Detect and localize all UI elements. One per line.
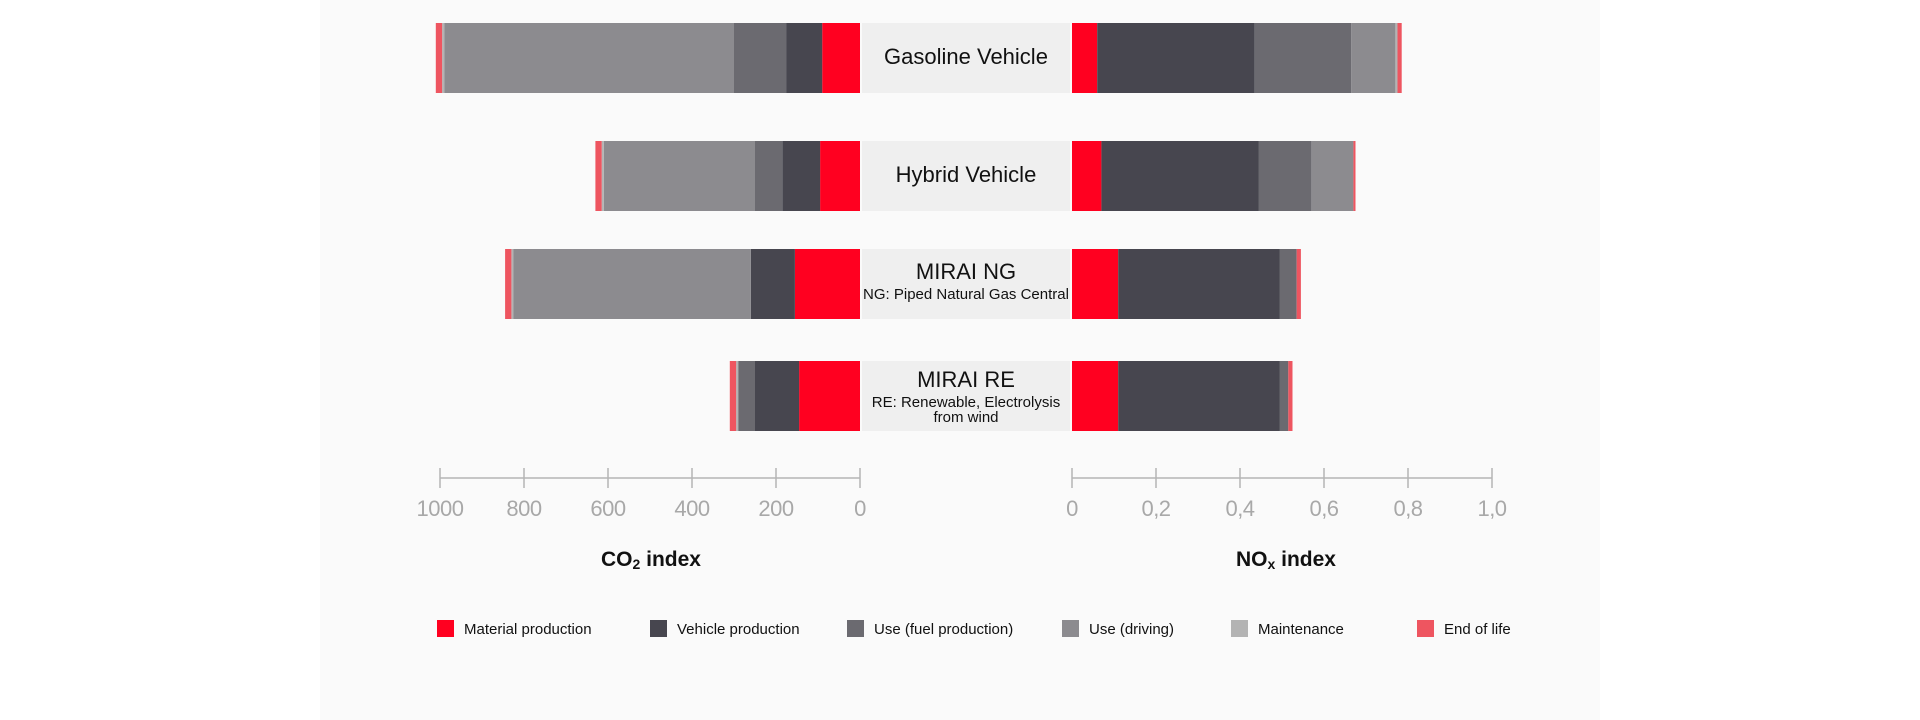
nox-bar-gasoline-vehicle-material-production: [1072, 23, 1098, 93]
co2-bar-mirai-re-maintenance: [736, 361, 739, 431]
nox-bar-mirai-ng-material-production: [1072, 249, 1119, 319]
nox-bar-mirai-re-end-of-life: [1288, 361, 1293, 431]
chart-panel: Gasoline Vehicle Hybrid Vehicle MIRAI NG NG…: [320, 0, 1600, 720]
nox-tick-label: 1,0: [1477, 496, 1506, 521]
nox-tick-label: 0,2: [1141, 496, 1170, 521]
legend-swatch: [650, 620, 667, 637]
co2-bar-mirai-ng-use-driving: [513, 249, 751, 319]
nox-bar-mirai-re-vehicle-production: [1118, 361, 1280, 431]
category-title: Hybrid Vehicle: [896, 162, 1037, 187]
category-label-box: [862, 361, 1070, 431]
co2-bar-mirai-ng-material-production: [794, 249, 860, 319]
co2-axis-title: CO2 index: [601, 548, 701, 572]
category-label-box: [862, 249, 1070, 319]
co2-tick-label: 400: [674, 496, 709, 521]
axes: 1000 800 600 400 200 0 0 0,2 0,4 0,6 0,8 1,0 CO2 ind…: [417, 468, 1507, 572]
category-subtitle: RE: Renewable, Electrolysis: [872, 394, 1060, 411]
legend-swatch: [437, 620, 454, 637]
legend-swatch: [1417, 620, 1434, 637]
nox-tick-label: 0,6: [1309, 496, 1338, 521]
co2-bar-mirai-re-end-of-life: [729, 361, 737, 431]
co2-bar-mirai-ng-end-of-life: [505, 249, 512, 319]
nox-bar-mirai-ng-vehicle-production: [1118, 249, 1280, 319]
co2-tick-label: 600: [590, 496, 625, 521]
co2-bar-gasoline-vehicle-vehicle-production: [786, 23, 823, 93]
co2-bar-hybrid-vehicle-end-of-life: [595, 141, 602, 211]
category-subtitle: from wind: [933, 409, 998, 426]
nox-bar-gasoline-vehicle-maintenance: [1395, 23, 1398, 93]
co2-tick-label: 0: [854, 496, 866, 521]
nox-bar-hybrid-vehicle-end-of-life: [1353, 141, 1356, 211]
co2-tick-label: 800: [506, 496, 541, 521]
co2-bar-gasoline-vehicle-use-driving: [444, 23, 734, 93]
legend-label: Use (driving): [1089, 621, 1174, 638]
nox-bar-hybrid-vehicle-use-fuel-production: [1258, 141, 1312, 211]
legend-swatch: [1062, 620, 1079, 637]
co2-tick-label: 1000: [417, 496, 464, 521]
co2-bar-gasoline-vehicle-material-production: [822, 23, 860, 93]
legend-label: Vehicle production: [677, 621, 800, 638]
nox-bar-gasoline-vehicle-use-fuel-production: [1254, 23, 1352, 93]
legend-label: Use (fuel production): [874, 621, 1013, 638]
co2-bar-hybrid-vehicle-material-production: [820, 141, 860, 211]
legend-item-end-of-life: End of life: [1417, 620, 1511, 638]
nox-axis-title: NOx index: [1236, 548, 1336, 572]
legend-label: Material production: [464, 621, 592, 638]
category-title: Gasoline Vehicle: [884, 44, 1048, 69]
legend-label: End of life: [1444, 621, 1511, 638]
co2-tick-label: 200: [758, 496, 793, 521]
nox-bar-gasoline-vehicle-end-of-life: [1397, 23, 1402, 93]
legend-swatch: [847, 620, 864, 637]
co2-bar-gasoline-vehicle-end-of-life: [435, 23, 443, 93]
co2-bar-hybrid-vehicle-use-driving: [603, 141, 755, 211]
category-labels: Gasoline Vehicle Hybrid Vehicle MIRAI NG NG…: [862, 23, 1070, 431]
legend-item-material-production: Material production: [437, 620, 592, 638]
legend-item-vehicle-production: Vehicle production: [650, 620, 800, 638]
legend-item-maintenance: Maintenance: [1231, 620, 1344, 638]
legend-item-use-fuel-production: Use (fuel production): [847, 620, 1013, 638]
co2-bar-gasoline-vehicle-use-fuel-production: [734, 23, 787, 93]
bars-layer: [435, 23, 1402, 431]
nox-bar-mirai-ng-use-fuel-production: [1279, 249, 1297, 319]
legend-label: Maintenance: [1258, 621, 1344, 638]
nox-bar-mirai-re-use-fuel-production: [1279, 361, 1289, 431]
legend-item-use-driving: Use (driving): [1062, 620, 1174, 638]
category-title: MIRAI RE: [917, 367, 1015, 392]
nox-bar-hybrid-vehicle-use-driving: [1311, 141, 1354, 211]
co2-bar-mirai-re-use-fuel-production: [738, 361, 755, 431]
nox-bar-mirai-re-material-production: [1072, 361, 1119, 431]
co2-bar-mirai-re-material-production: [799, 361, 860, 431]
legend-swatch: [1231, 620, 1248, 637]
nox-tick-label: 0,8: [1393, 496, 1422, 521]
nox-bar-gasoline-vehicle-use-driving: [1351, 23, 1396, 93]
co2-bar-mirai-ng-vehicle-production: [750, 249, 795, 319]
co2-bar-hybrid-vehicle-use-fuel-production: [755, 141, 783, 211]
co2-bar-hybrid-vehicle-vehicle-production: [782, 141, 821, 211]
co2-bar-gasoline-vehicle-maintenance: [442, 23, 445, 93]
nox-bar-hybrid-vehicle-vehicle-production: [1101, 141, 1259, 211]
nox-bar-mirai-ng-end-of-life: [1296, 249, 1301, 319]
category-subtitle: NG: Piped Natural Gas Central: [863, 286, 1069, 303]
nox-tick-label: 0,4: [1225, 496, 1254, 521]
nox-bar-gasoline-vehicle-vehicle-production: [1097, 23, 1255, 93]
nox-bar-hybrid-vehicle-material-production: [1072, 141, 1102, 211]
category-label-box: [862, 23, 1070, 93]
category-title: MIRAI NG: [916, 259, 1016, 284]
legend: Material production Vehicle production Use…: [437, 620, 1511, 638]
lifecycle-emissions-chart: Gasoline Vehicle Hybrid Vehicle MIRAI NG NG…: [417, 23, 1511, 638]
co2-bar-mirai-re-vehicle-production: [755, 361, 800, 431]
co2-bar-mirai-ng-maintenance: [511, 249, 514, 319]
nox-tick-label: 0: [1066, 496, 1078, 521]
category-label-box: [862, 141, 1070, 211]
co2-bar-hybrid-vehicle-maintenance: [601, 141, 604, 211]
